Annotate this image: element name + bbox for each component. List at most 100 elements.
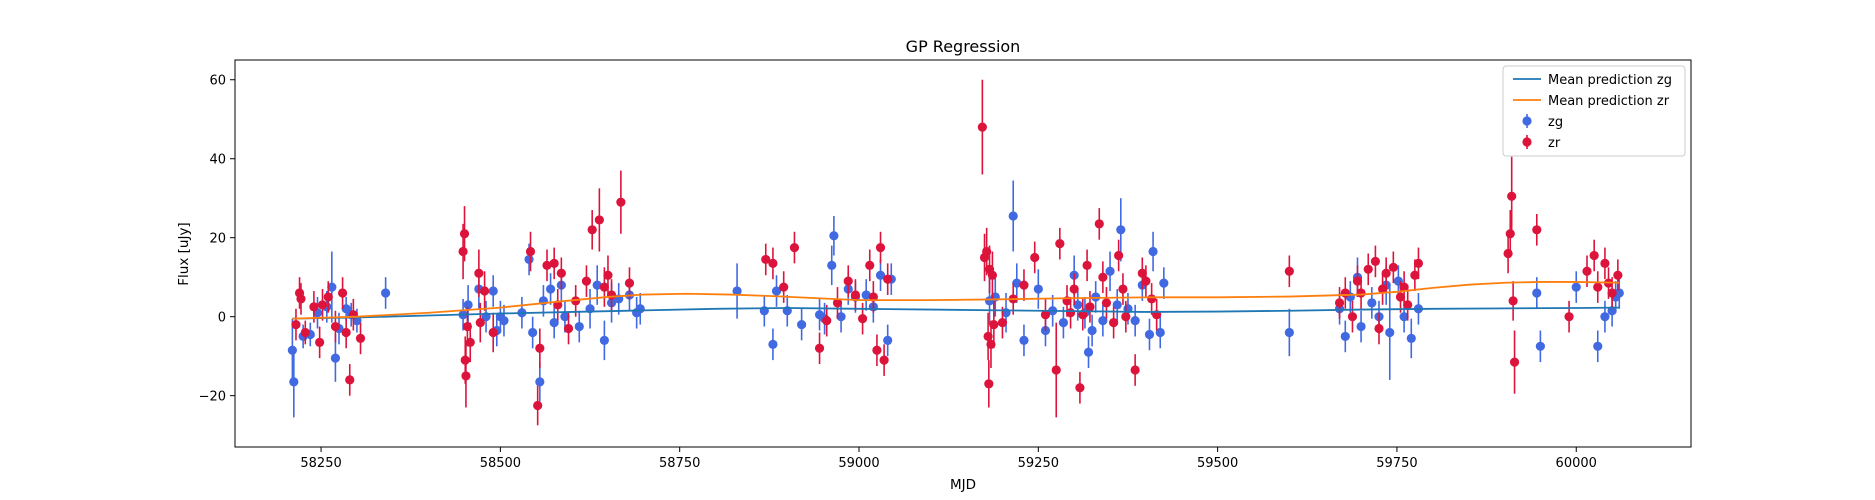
point-zg <box>330 353 341 363</box>
point-zr <box>309 302 319 312</box>
point-zr <box>1085 302 1095 312</box>
point-zr <box>1040 310 1051 320</box>
point-zr <box>337 288 348 298</box>
legend-marker-swatch <box>1522 116 1532 126</box>
point-zg <box>1155 327 1165 338</box>
point-zr <box>1503 248 1513 259</box>
point-zg <box>1532 288 1542 298</box>
legend-box <box>1502 65 1686 157</box>
point-zr <box>461 371 471 381</box>
point-zr <box>549 258 559 268</box>
point-zr <box>1356 288 1366 298</box>
point-zg <box>827 260 837 270</box>
point-zr <box>624 278 635 288</box>
point-zr <box>977 122 987 132</box>
point-zr <box>587 225 597 235</box>
point-zg <box>1058 318 1069 328</box>
point-zr <box>581 276 592 286</box>
point-zr <box>315 337 325 347</box>
point-zr <box>768 258 778 268</box>
point-zr <box>465 337 475 347</box>
point-zr <box>1374 323 1384 334</box>
point-zg <box>1593 341 1603 351</box>
point-zg <box>1073 300 1083 310</box>
point-zr <box>525 246 536 257</box>
point-zr <box>1109 318 1119 328</box>
chart-title: GP Regression <box>906 37 1021 56</box>
point-zr <box>1607 288 1617 298</box>
point-zg <box>1340 331 1350 342</box>
point-zg <box>1399 312 1409 322</box>
x-tick-label: 58250 <box>300 456 341 471</box>
point-zr <box>1377 284 1388 294</box>
point-zr <box>1019 280 1029 290</box>
legend-marker-swatch <box>1522 137 1532 147</box>
point-zr <box>789 242 800 253</box>
legend-label: Mean prediction zg <box>1548 73 1672 88</box>
point-zr <box>1413 258 1424 268</box>
point-zr <box>1507 191 1517 201</box>
point-zg <box>1367 298 1377 308</box>
point-zr <box>1395 292 1406 302</box>
point-zr <box>300 327 310 338</box>
point-zr <box>341 327 351 338</box>
point-zr <box>459 229 470 239</box>
line-Mean prediction zr <box>292 281 1620 320</box>
point-zg <box>1406 333 1416 344</box>
point-zr <box>1141 276 1151 286</box>
point-zg <box>1571 282 1581 292</box>
point-zr <box>1347 312 1358 322</box>
point-zr <box>822 316 832 326</box>
point-zr <box>535 343 545 353</box>
point-zg <box>875 270 886 280</box>
point-zr <box>1055 239 1065 249</box>
point-zg <box>499 316 509 326</box>
point-zr <box>1410 270 1420 280</box>
point-zg <box>771 286 782 296</box>
plot-layer <box>287 79 1624 426</box>
point-zr <box>533 400 543 411</box>
point-zg <box>524 254 534 265</box>
axes-frame <box>234 59 1692 448</box>
point-zg <box>1130 316 1140 326</box>
point-zg <box>1385 327 1395 338</box>
y-tick-label: −20 <box>199 390 226 405</box>
point-zr <box>458 246 468 257</box>
point-zr <box>317 300 328 310</box>
point-zr <box>1118 284 1128 294</box>
point-zg <box>1019 335 1029 345</box>
point-zr <box>997 318 1008 328</box>
point-zg <box>560 312 570 322</box>
point-zr <box>1130 365 1140 375</box>
point-zr <box>875 242 886 253</box>
point-zr <box>1589 250 1599 261</box>
point-zr <box>1334 298 1345 308</box>
axes-layer: 58250 58500 58750 59000 59250 59500 59750 60000… <box>199 59 1692 471</box>
point-zg <box>381 288 391 298</box>
point-zg <box>488 286 498 296</box>
point-zg <box>1083 347 1094 357</box>
point-zr <box>345 375 355 385</box>
x-axis-label: MJD <box>950 477 976 493</box>
point-zr <box>843 276 853 286</box>
point-zg <box>545 284 556 294</box>
point-zg <box>287 345 297 355</box>
point-zg <box>1356 321 1366 332</box>
point-zr <box>488 327 498 338</box>
point-zg <box>1012 278 1022 288</box>
point-zr <box>330 321 341 332</box>
point-zr <box>1137 268 1147 278</box>
point-zg <box>797 319 807 330</box>
point-zr <box>857 314 868 324</box>
legend: Mean prediction zg Mean prediction zr zg zr <box>1502 65 1686 157</box>
point-zg <box>1159 278 1169 288</box>
point-zr <box>1082 260 1092 270</box>
point-zg <box>1098 316 1108 326</box>
point-zg <box>861 290 871 300</box>
y-axis-label: Flux [uJy] <box>176 222 192 285</box>
point-zr <box>1101 298 1112 308</box>
point-zr <box>1532 225 1542 235</box>
plot-area <box>287 79 1624 426</box>
point-zg <box>463 300 473 310</box>
